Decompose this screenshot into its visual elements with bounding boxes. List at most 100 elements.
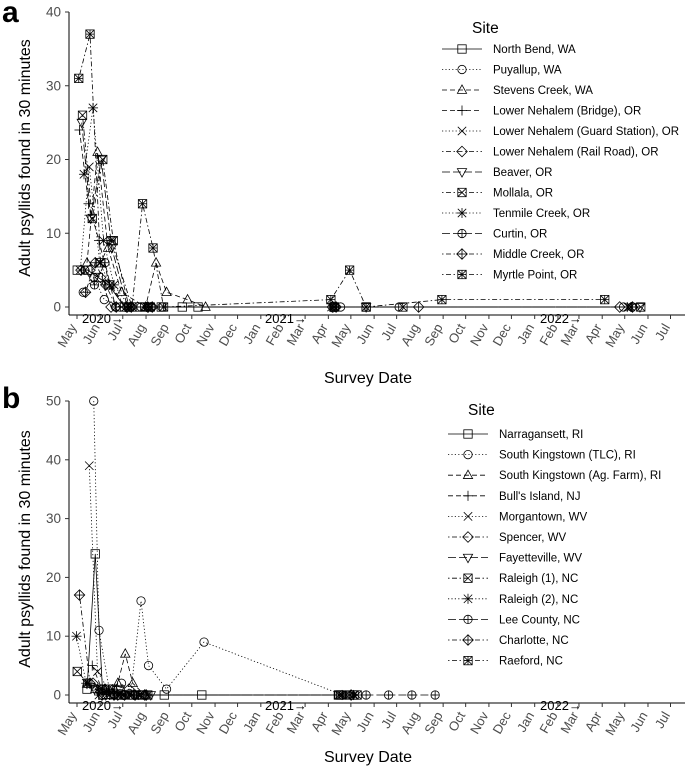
legend-entry: Lower Nehalem (Guard Station), OR <box>442 126 679 138</box>
x-tick-label: Jan <box>514 709 537 735</box>
legend-label: Morgantown, WV <box>499 511 588 523</box>
legend-entry: Myrtle Point, OR <box>442 270 577 282</box>
x-tick-label: May <box>54 709 80 738</box>
x-tick-label: Jun <box>627 321 650 347</box>
series-b-0 <box>82 549 343 700</box>
data-point-diamond <box>105 301 117 313</box>
x-tick-label: Feb <box>536 709 560 736</box>
x-tick-label: Nov <box>193 709 218 737</box>
data-point-asterisk <box>78 169 90 180</box>
data-point-square-x <box>87 213 97 224</box>
x-tick-label: Oct <box>445 709 468 734</box>
legend-label: Stevens Creek, WA <box>493 85 593 97</box>
data-point-square-star <box>349 690 359 700</box>
data-point-triangle <box>200 301 211 311</box>
legend-key-square <box>457 44 467 54</box>
legend-key-triangle-down <box>456 168 468 178</box>
data-point-diamond-plus <box>146 301 159 313</box>
data-point-circle-plus <box>361 690 371 700</box>
series-line <box>86 553 339 696</box>
data-point-diamond <box>613 301 626 313</box>
panel-b-year-2020: 2020→ <box>82 698 124 713</box>
legend-label: Curtin, OR <box>493 229 547 241</box>
legend-key-plus <box>462 490 474 501</box>
data-point-plus <box>83 198 94 209</box>
data-point-circle-plus <box>430 690 440 700</box>
data-point-diamond-plus <box>330 301 342 313</box>
legend-entry: Raleigh (2), NC <box>448 593 578 606</box>
series-line <box>83 107 631 308</box>
data-point-diamond <box>94 271 107 284</box>
x-tick-label: Jul <box>104 321 125 343</box>
data-point-triangle-down <box>634 303 646 313</box>
x-tick-label: Oct <box>171 321 194 346</box>
legend-label: Spencer, WV <box>499 532 566 544</box>
data-point-triangle-down <box>114 685 126 695</box>
data-point-triangle <box>92 146 103 156</box>
data-point-triangle <box>119 647 131 658</box>
data-point-square-star <box>127 690 137 700</box>
data-point-triangle <box>161 286 172 297</box>
x-tick-label: Dec <box>489 321 514 349</box>
legend-key-circle-plus <box>463 614 473 625</box>
data-point-square <box>82 684 92 694</box>
legend-label: South Kingstown (TLC), RI <box>499 450 636 462</box>
x-tick-label: Jul <box>652 321 673 343</box>
panel-a-y-axis-title: Adult psyllids found in 30 minutes <box>17 39 34 276</box>
x-tick-label: Aug <box>398 321 423 349</box>
data-point-circle-plus <box>384 690 394 700</box>
data-point-diamond-plus <box>73 589 86 601</box>
data-point-square-x <box>77 110 88 120</box>
legend-entry: Lee County, NC <box>448 614 580 626</box>
panel-b-x-axis-title: Survey Date <box>324 749 412 766</box>
legend-entry: Fayetteville, WV <box>448 553 582 565</box>
legend-label: Lower Nehalem (Rail Road), OR <box>493 147 659 159</box>
legend-entry: Lower Nehalem (Rail Road), OR <box>442 145 659 159</box>
legend-key-diamond-plus <box>456 248 468 260</box>
x-tick-label: Jun <box>627 709 650 735</box>
legend-label: North Bend, WA <box>493 44 576 56</box>
series-a-4 <box>75 162 633 312</box>
data-point-asterisk <box>71 631 82 642</box>
data-point-circle-plus <box>80 265 90 275</box>
panel-a-legend-title: Site <box>472 20 499 37</box>
legend-entry: Narragansett, RI <box>448 429 583 441</box>
x-tick-label: Dec <box>489 709 514 737</box>
data-point-square-star <box>345 265 355 275</box>
data-point-circle <box>136 596 146 606</box>
data-point-square-star <box>148 243 158 253</box>
x-tick-label: Oct <box>445 321 468 346</box>
legend-entry: Puyallup, WA <box>442 65 562 77</box>
legend-entry: Beaver, OR <box>442 167 552 179</box>
x-tick-label: Aug <box>398 709 423 737</box>
legend-key-square-x <box>463 573 473 583</box>
legend-key-x <box>457 126 467 136</box>
series-line <box>79 594 352 696</box>
data-point-square-x <box>98 154 108 165</box>
y-tick-label: 10 <box>46 226 61 241</box>
data-point-circle <box>199 637 209 647</box>
legend-label: Lower Nehalem (Guard Station), OR <box>493 126 679 138</box>
x-tick-label: Sep <box>147 321 172 349</box>
x-tick-label: Nov <box>467 709 492 737</box>
data-point-square-star <box>74 73 84 83</box>
panel-b-year-2022: 2022→ <box>540 698 582 713</box>
legend-key-circle <box>457 64 467 75</box>
x-tick-label: Jul <box>652 709 673 731</box>
x-tick-label: Nov <box>467 321 492 349</box>
data-point-circle-plus <box>407 690 417 700</box>
series-line <box>79 166 628 308</box>
data-point-square-star <box>95 258 106 268</box>
data-point-triangle <box>127 677 139 687</box>
legend-label: Tenmile Creek, OR <box>493 208 590 220</box>
legend-key-triangle-down <box>462 553 474 564</box>
data-point-triangle <box>182 293 193 304</box>
series-line <box>85 261 633 308</box>
panel-letter-a: a <box>2 0 19 29</box>
legend-entry: Lower Nehalem (Bridge), OR <box>442 105 641 118</box>
legend-key-square-star <box>457 269 467 280</box>
data-point-square-star <box>361 302 371 312</box>
data-point-triangle <box>102 242 114 252</box>
